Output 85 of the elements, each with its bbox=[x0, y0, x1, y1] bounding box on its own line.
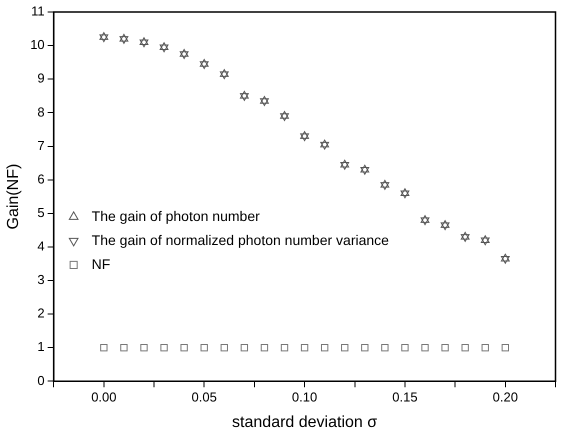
x-tick-label: 0.15 bbox=[392, 390, 418, 405]
point bbox=[240, 344, 248, 352]
point bbox=[341, 344, 348, 352]
point bbox=[280, 344, 288, 352]
y-tick-label: 7 bbox=[37, 138, 45, 153]
point bbox=[340, 160, 350, 168]
point bbox=[320, 344, 328, 352]
point bbox=[240, 93, 249, 101]
point bbox=[160, 344, 168, 352]
point bbox=[100, 344, 108, 352]
point bbox=[502, 344, 509, 352]
point bbox=[380, 182, 390, 190]
point bbox=[441, 344, 449, 352]
x-tick-label: 0.00 bbox=[91, 390, 116, 405]
y-axis-title: Gain(NF) bbox=[5, 164, 22, 230]
point bbox=[140, 344, 148, 352]
point bbox=[500, 256, 510, 264]
point bbox=[120, 36, 128, 44]
point bbox=[480, 235, 490, 243]
point bbox=[180, 344, 188, 352]
legend-label: The gain of photon number bbox=[92, 208, 260, 224]
x-tick-label: 0.20 bbox=[492, 390, 518, 405]
y-tick-label: 0 bbox=[37, 372, 45, 388]
y-tick-label: 9 bbox=[37, 70, 45, 86]
point bbox=[400, 188, 410, 196]
point bbox=[401, 344, 409, 352]
point bbox=[160, 44, 168, 52]
point bbox=[400, 190, 410, 198]
point bbox=[200, 59, 209, 67]
point bbox=[360, 167, 370, 175]
point bbox=[300, 131, 309, 139]
point bbox=[500, 254, 510, 262]
y-tick-label: 6 bbox=[37, 171, 45, 186]
point bbox=[460, 232, 470, 240]
legend-label: NF bbox=[92, 256, 110, 272]
point bbox=[140, 39, 148, 48]
point bbox=[120, 344, 128, 352]
point bbox=[140, 37, 148, 45]
point bbox=[260, 96, 269, 104]
point bbox=[260, 344, 268, 352]
point bbox=[420, 215, 430, 223]
point bbox=[180, 48, 189, 57]
y-tick-label: 10 bbox=[30, 37, 45, 52]
point bbox=[482, 344, 489, 352]
point bbox=[440, 220, 450, 228]
point bbox=[300, 133, 309, 142]
y-tick-label: 3 bbox=[37, 272, 45, 288]
point bbox=[240, 90, 249, 99]
point bbox=[180, 51, 189, 59]
x-tick-label: 0.05 bbox=[192, 390, 217, 405]
point bbox=[120, 34, 128, 42]
legend-label: The gain of normalized photon number variance bbox=[92, 232, 390, 248]
point bbox=[220, 71, 229, 80]
point bbox=[320, 140, 330, 148]
point bbox=[260, 98, 269, 106]
y-tick-label: 1 bbox=[37, 339, 45, 354]
point bbox=[99, 34, 108, 42]
point bbox=[381, 344, 389, 352]
y-tick-label: 5 bbox=[37, 204, 45, 220]
point bbox=[99, 32, 108, 40]
point bbox=[340, 162, 350, 170]
y-tick-label: 2 bbox=[37, 306, 45, 321]
point bbox=[200, 344, 208, 352]
x-tick-label: 0.10 bbox=[292, 390, 318, 405]
point bbox=[360, 164, 370, 172]
point bbox=[380, 180, 390, 188]
y-tick-label: 4 bbox=[37, 238, 45, 254]
point bbox=[200, 61, 209, 70]
point bbox=[280, 111, 289, 119]
point bbox=[440, 222, 450, 230]
point bbox=[421, 344, 429, 352]
point bbox=[420, 217, 430, 226]
point bbox=[220, 69, 229, 77]
point bbox=[460, 234, 470, 242]
point bbox=[480, 237, 490, 246]
point bbox=[220, 344, 228, 352]
y-tick-label: 11 bbox=[31, 4, 45, 19]
point bbox=[361, 344, 368, 352]
point bbox=[320, 142, 330, 150]
point bbox=[461, 344, 469, 352]
point bbox=[160, 42, 168, 50]
x-axis-title: standard deviation σ bbox=[232, 414, 378, 431]
point bbox=[280, 113, 289, 122]
y-tick-label: 8 bbox=[37, 104, 45, 120]
point bbox=[300, 344, 308, 352]
